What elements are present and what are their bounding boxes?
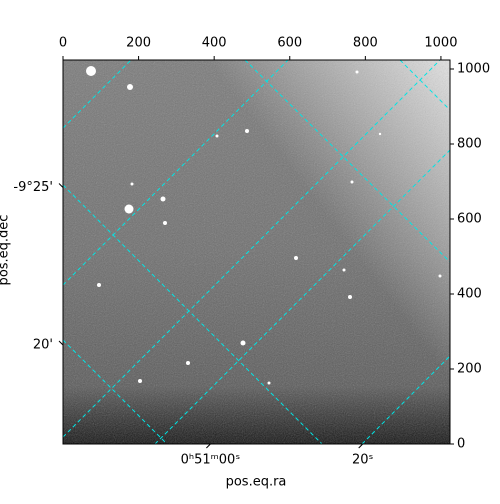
dec-tick-label: -9°25' — [13, 180, 53, 195]
x-tick-label: 600 — [277, 36, 302, 51]
x-axis-label: pos.eq.ra — [226, 475, 287, 490]
ra-tick-label: 20ˢ — [352, 453, 374, 468]
x-tick-label: 200 — [126, 36, 151, 51]
ra-tick — [358, 443, 364, 449]
ra-tick-label: 0ʰ51ᵐ00ˢ — [181, 453, 241, 468]
y-tick-label: 400 — [457, 287, 482, 302]
y-tick-label: 600 — [457, 212, 482, 227]
y-tick-label: 1000 — [457, 62, 490, 77]
ra-tick — [206, 443, 211, 449]
image — [63, 60, 450, 444]
x-tick-label: 0 — [59, 36, 67, 51]
y-tick-label: 0 — [457, 437, 465, 452]
dec-tick — [58, 183, 64, 188]
axes-frame — [62, 59, 451, 445]
y-tick-label: 800 — [457, 137, 482, 152]
x-tick-label: 800 — [353, 36, 378, 51]
x-tick-label: 400 — [202, 36, 227, 51]
stars — [86, 66, 442, 385]
y-axis-label: pos.eq.dec — [0, 215, 12, 286]
dec-tick — [58, 340, 64, 346]
y-tick-label: 200 — [457, 362, 482, 377]
dec-tick-label: 20' — [33, 338, 53, 353]
world-grid — [63, 60, 450, 444]
x-tick-label: 1000 — [424, 36, 457, 51]
